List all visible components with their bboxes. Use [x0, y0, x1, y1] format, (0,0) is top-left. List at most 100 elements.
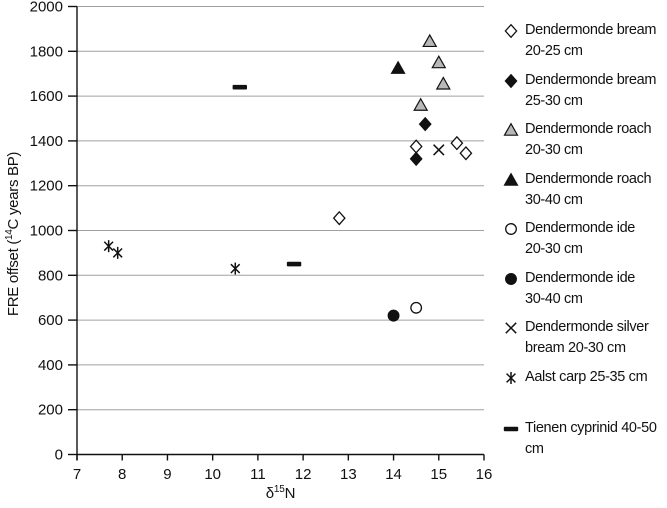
- data-point-asterisk: [103, 240, 114, 253]
- open-diamond-marker-icon: [409, 139, 423, 154]
- x-axis-title-suffix: N: [284, 485, 296, 502]
- legend-label-line: Dendermonde ide: [525, 220, 636, 236]
- filled-circle-marker-icon: [505, 272, 517, 285]
- legend-item-dendermonde-bream-25-30-cm: Dendermonde bream 25-30 cm: [502, 70, 657, 112]
- legend-label: Aalst carp 25-35 cm: [525, 367, 648, 388]
- data-point-gray-triangle: [422, 33, 438, 48]
- legend-label-line: 25-30 cm: [525, 92, 583, 109]
- data-point-gray-triangle: [431, 54, 447, 69]
- x-icon: [505, 322, 517, 334]
- y-tick-label: 800: [38, 267, 63, 284]
- x-marker-icon: [433, 144, 445, 156]
- open-circle-marker-icon: [505, 223, 517, 235]
- y-tick-label: 1200: [30, 178, 63, 195]
- legend-label-line: 20-25 cm: [525, 43, 583, 59]
- data-point-x: [433, 144, 445, 156]
- legend-label-line: 20-30 cm: [525, 142, 583, 158]
- y-tick-label: 200: [38, 402, 63, 419]
- legend-item-dendermonde-ide-20-30-cm: Dendermonde ide 20-30 cm: [502, 218, 657, 260]
- x-tick-label: 15: [430, 466, 447, 483]
- dash-marker-icon: [286, 261, 302, 267]
- data-point-filled-triangle: [390, 60, 406, 74]
- legend-label-line: Dendermonde ide: [525, 269, 636, 286]
- filled-circle-icon: [505, 272, 517, 285]
- open-circle-marker-icon: [410, 301, 423, 314]
- y-tick-label: 0: [55, 447, 63, 464]
- legend-item-aalst-carp-25-35-cm: Aalst carp 25-35 cm: [502, 367, 657, 388]
- legend-label-line: Dendermonde roach: [525, 121, 652, 137]
- gray-triangle-marker-icon: [431, 54, 447, 69]
- data-point-open-circle: [410, 301, 423, 314]
- legend-label-line: Tienen cyprinid 40-50: [525, 420, 657, 436]
- x-tick-label: 11: [250, 466, 266, 483]
- open-diamond-icon: [504, 23, 518, 39]
- data-point-open-diamond: [409, 139, 423, 154]
- data-point-open-diamond: [459, 145, 473, 161]
- y-tick-label: 2000: [30, 0, 63, 16]
- open-diamond-marker-icon: [332, 210, 346, 226]
- gray-triangle-marker-icon: [413, 97, 429, 111]
- asterisk-marker-icon: [103, 241, 114, 252]
- x-marker-icon: [505, 322, 517, 334]
- open-diamond-marker-icon: [450, 135, 464, 151]
- legend-item-dendermonde-roach-20-30-cm: Dendermonde roach 20-30 cm: [502, 119, 657, 161]
- legend-label: Dendermonde bream 25-30 cm: [525, 70, 656, 112]
- x-axis-title-superscript: 15: [273, 484, 285, 495]
- data-point-gray-triangle: [413, 97, 429, 111]
- open-circle-icon: [505, 223, 517, 235]
- gray-triangle-marker-icon: [435, 76, 451, 90]
- filled-circle-marker-icon: [387, 309, 400, 322]
- open-diamond-marker-icon: [504, 23, 518, 39]
- legend-item-tienen-cyprinid-40-50-cm: Tienen cyprinid 40-50 cm: [502, 418, 657, 460]
- data-point-open-diamond: [450, 135, 464, 151]
- data-point-filled-diamond: [409, 151, 423, 167]
- legend-label-line: 20-30 cm: [525, 241, 583, 257]
- legend-label-line: Dendermonde bream: [525, 71, 657, 88]
- legend-label-line: Dendermonde roach: [525, 170, 652, 187]
- filled-diamond-marker-icon: [504, 73, 518, 88]
- legend-label: Dendermonde ide 30-40 cm: [525, 268, 635, 310]
- data-point-gray-triangle: [435, 76, 451, 90]
- data-point-filled-circle: [387, 309, 400, 322]
- asterisk-icon: [506, 371, 516, 384]
- y-tick-label: 600: [38, 312, 63, 329]
- y-tick-label: 1800: [30, 43, 63, 60]
- data-point-dash: [232, 84, 247, 90]
- asterisk-marker-icon: [230, 263, 241, 274]
- data-point-asterisk: [112, 246, 123, 259]
- filled-diamond-icon: [504, 73, 518, 88]
- legend-label: Dendermonde roach 30-40 cm: [525, 169, 652, 211]
- asterisk-marker-icon: [112, 247, 123, 258]
- y-tick-label: 1600: [30, 88, 63, 105]
- gray-triangle-marker-icon: [422, 33, 438, 48]
- x-tick-label: 10: [204, 466, 221, 483]
- dash-marker-icon: [232, 84, 247, 90]
- legend-label-line: Aalst carp 25-35 cm: [525, 368, 648, 385]
- legend-label: Dendermonde bream 20-25 cm: [525, 20, 656, 62]
- x-tick-label: 9: [163, 466, 171, 483]
- y-tick-label: 400: [38, 357, 63, 374]
- x-axis-title-text: δ: [265, 485, 274, 502]
- legend-label-line: Dendermonde silver: [525, 319, 649, 335]
- data-point-open-diamond: [332, 210, 346, 226]
- data-point-dash: [286, 261, 302, 267]
- y-tick-label: 1400: [30, 133, 63, 150]
- x-axis-title: δ15N: [77, 484, 484, 503]
- legend-label-line: 30-40 cm: [525, 191, 583, 208]
- legend-label-line: cm: [525, 441, 544, 457]
- legend-item-dendermonde-bream-20-25-cm: Dendermonde bream 20-25 cm: [502, 20, 657, 62]
- legend: Dendermonde bream 20-25 cm Dendermonde bre…: [502, 20, 657, 460]
- legend-label-line: bream 20-30 cm: [525, 340, 626, 356]
- x-tick-label: 8: [118, 466, 126, 483]
- data-point-asterisk: [230, 262, 241, 275]
- legend-item-dendermonde-silver-bream-20-30-cm: Dendermonde silver bream 20-30 cm: [502, 317, 657, 359]
- gray-triangle-marker-icon: [503, 122, 519, 136]
- asterisk-marker-icon: [506, 372, 516, 383]
- filled-triangle-marker-icon: [503, 171, 519, 186]
- dash-marker-icon: [503, 426, 519, 432]
- legend-label-line: 30-40 cm: [525, 290, 583, 307]
- x-tick-label: 16: [476, 466, 493, 483]
- plot-area: 0 200 400 600 800 1000 1200 1400 1600 1800 2000 7 8 9…: [30, 0, 493, 483]
- legend-label: Dendermonde silver bream 20-30 cm: [525, 317, 649, 359]
